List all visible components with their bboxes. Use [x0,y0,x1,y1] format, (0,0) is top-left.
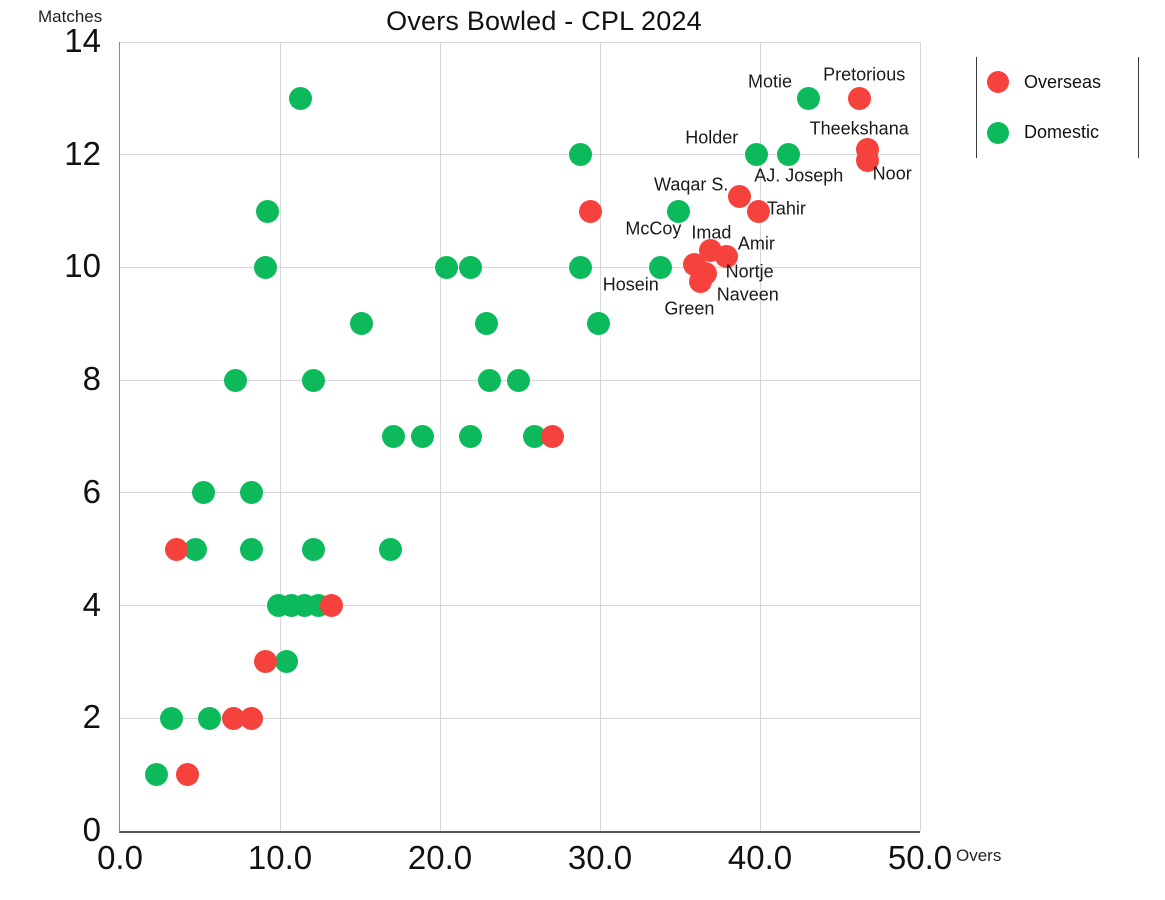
x-tick-label: 40.0 [727,839,793,876]
data-point-overseas[interactable] [222,706,246,730]
data-point-domestic[interactable] [254,255,278,279]
legend-label: Overseas [1024,71,1102,92]
point-label: Theekshana [809,118,909,139]
data-point-amir[interactable] [714,244,738,268]
data-point-naveen[interactable] [689,270,713,294]
legend-item-domestic[interactable]: Domestic [977,121,1138,144]
data-point-domestic[interactable] [191,481,215,505]
overseas-swatch-icon [987,71,1009,94]
data-point-tahir[interactable] [746,199,770,223]
data-point-domestic[interactable] [434,255,458,279]
data-point-overseas[interactable] [540,425,564,448]
legend: Overseas Domestic [976,57,1139,158]
x-axis-title: Overs [956,846,1002,865]
data-point-domestic[interactable] [239,537,263,561]
data-point-domestic[interactable] [255,199,279,223]
point-label: Pretorious [823,64,906,85]
y-tick-label: 2 [82,698,101,736]
gridline-vertical [279,42,281,831]
y-tick-label: 8 [82,360,101,398]
gridline-horizontal [120,41,920,43]
data-point-domestic[interactable] [378,537,402,561]
gridline-horizontal [120,492,920,494]
y-tick-label: 4 [82,585,101,623]
data-point-overseas[interactable] [175,763,199,787]
x-tick-label: 20.0 [407,839,473,876]
point-label: Hosein [602,274,659,295]
data-point-domestic[interactable] [274,650,298,674]
gridline-vertical [919,42,921,831]
data-point-pretorious[interactable] [847,86,871,110]
x-tick-label: 10.0 [247,839,313,876]
data-point-domestic[interactable] [586,312,610,336]
data-point-noor[interactable] [855,148,879,172]
data-point-domestic[interactable] [239,481,263,505]
data-point-domestic[interactable] [474,312,498,336]
data-point-waqar-s-[interactable] [727,185,751,209]
gridline-horizontal [120,605,920,607]
point-label: Naveen [716,284,779,305]
point-label: McCoy [625,218,682,239]
data-point-domestic[interactable] [569,143,593,167]
point-label: Waqar S. [654,174,729,195]
point-label: Green [664,298,715,319]
data-point-domestic[interactable] [350,312,374,336]
gridline-horizontal [120,717,920,719]
y-tick-label: 6 [82,472,101,510]
y-tick-label: 12 [64,134,101,172]
gridline-vertical [759,42,761,831]
data-point-overseas[interactable] [239,706,263,730]
point-label: AJ. Joseph [754,165,844,186]
legend-item-overseas[interactable]: Overseas [977,71,1138,94]
data-point-mccoy[interactable] [666,199,690,223]
data-point-domestic[interactable] [159,706,183,730]
gridline-vertical [439,42,441,831]
data-point-overseas[interactable] [578,199,602,223]
gridline-horizontal [120,266,920,268]
data-point-domestic[interactable] [478,368,502,392]
data-point-overseas[interactable] [319,594,343,618]
point-label: Imad [691,222,732,243]
point-label: Noor [872,163,912,184]
point-label: Motie [747,71,793,92]
x-tick-label: 0.0 [97,839,143,876]
x-tick-label: 30.0 [567,839,633,876]
data-point-motie[interactable] [796,86,820,110]
legend-label: Domestic [1024,122,1100,143]
data-point-domestic[interactable] [302,368,326,392]
data-point-hosein[interactable] [649,255,673,279]
plot-area: 0.0 10.0 20.0 30.0 40.0 50.0 0 2 4 6 8 10 12 14 Motie H… [64,22,952,876]
point-label: Nortje [725,261,774,282]
data-point-holder[interactable] [745,143,769,167]
y-tick-label: 0 [82,811,101,848]
x-tick-label: 50.0 [887,839,953,876]
chart-title: Overs Bowled - CPL 2024 [386,6,702,36]
data-point-domestic[interactable] [302,537,326,561]
point-label: Amir [737,233,775,254]
point-label: Holder [685,127,739,148]
domestic-swatch-icon [987,121,1009,144]
y-axis-title: Matches [38,7,103,26]
data-point-aj-joseph[interactable] [777,143,801,167]
data-point-overseas[interactable] [164,537,188,561]
data-point-domestic[interactable] [458,255,482,279]
data-point-domestic[interactable] [289,86,313,110]
data-point-domestic[interactable] [506,368,530,392]
data-point-domestic[interactable] [198,706,222,730]
data-point-domestic[interactable] [382,425,406,448]
data-point-domestic[interactable] [522,425,546,448]
data-point-domestic[interactable] [458,425,482,448]
point-label: Tahir [766,198,806,219]
gridline-horizontal [120,154,920,156]
data-point-domestic[interactable] [223,368,247,392]
y-tick-label: 14 [64,22,101,59]
data-point-domestic[interactable] [569,255,593,279]
gridline-vertical [599,42,601,831]
y-tick-label: 10 [64,247,101,285]
data-point-domestic[interactable] [183,537,207,561]
data-point-overseas[interactable] [254,650,278,674]
data-point-domestic[interactable] [145,763,169,787]
data-point-domestic[interactable] [410,425,434,448]
